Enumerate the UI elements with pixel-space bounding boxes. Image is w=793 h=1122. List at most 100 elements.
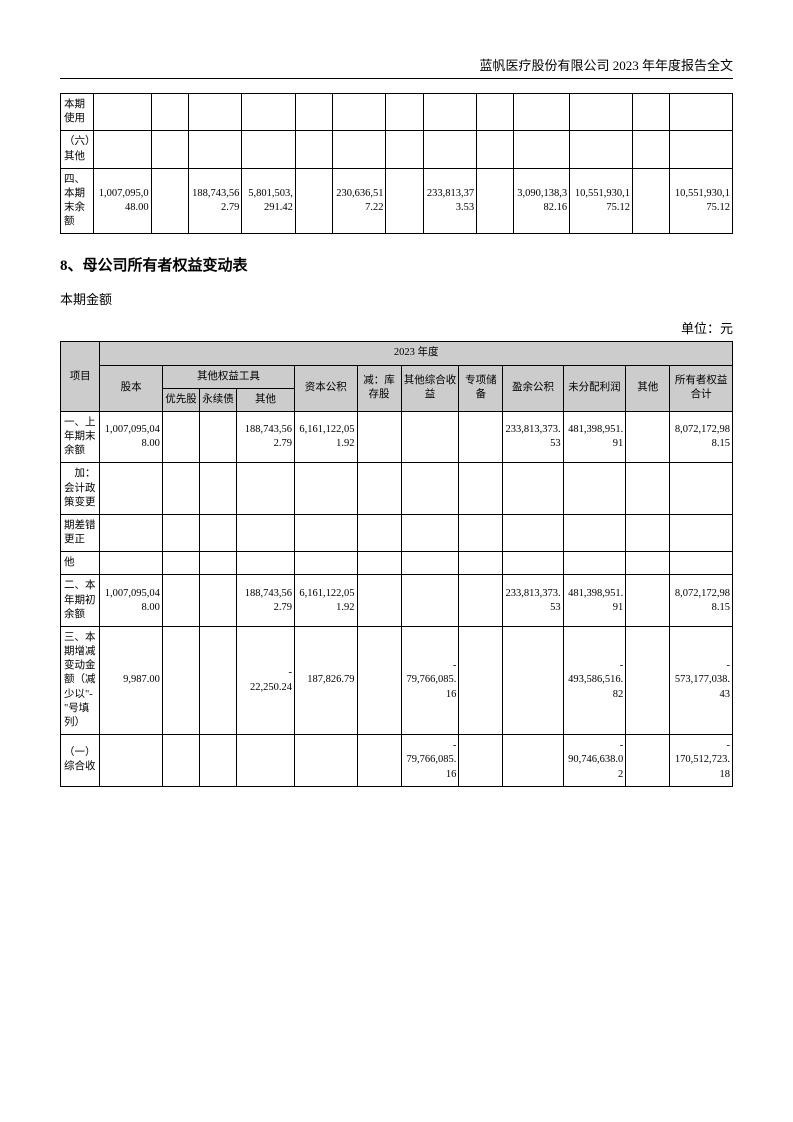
cell: 5,801,503,291.42 (242, 168, 295, 234)
cell: 188,743,562.79 (188, 168, 241, 234)
cell (100, 735, 163, 787)
cell (357, 552, 401, 575)
cell (477, 168, 514, 234)
cell (333, 131, 386, 168)
cell: -493,586,516.82 (563, 626, 626, 734)
row-label: 期差错更正 (61, 514, 100, 551)
cell (626, 514, 670, 551)
cell (295, 168, 332, 234)
cell (626, 552, 670, 575)
cell (357, 735, 401, 787)
row-label: 四、本期末余额 (61, 168, 94, 234)
table-1: 本期使用（六）其他四、本期末余额1,007,095,048.00188,743,… (60, 93, 733, 234)
cell: 6,161,122,051.92 (294, 411, 357, 463)
cell (199, 552, 236, 575)
cell: -90,746,638.02 (563, 735, 626, 787)
cell (237, 514, 295, 551)
table-row: （一）综合收-79,766,085.16-90,746,638.02-170,5… (61, 735, 733, 787)
cell (401, 463, 459, 515)
cell (199, 411, 236, 463)
subtitle: 本期金额 (60, 289, 733, 308)
cell (188, 94, 241, 131)
cell (626, 735, 670, 787)
cell: 188,743,562.79 (237, 575, 295, 627)
cell (503, 463, 563, 515)
cell: 481,398,951.91 (563, 575, 626, 627)
cell (242, 131, 295, 168)
cell (151, 94, 188, 131)
th-pref: 优先股 (162, 388, 199, 411)
cell: -79,766,085.16 (401, 626, 459, 734)
cell (294, 552, 357, 575)
cell (199, 735, 236, 787)
table-row: 四、本期末余额1,007,095,048.00188,743,562.795,8… (61, 168, 733, 234)
table-row: 二、本年期初余额1,007,095,048.00188,743,562.796,… (61, 575, 733, 627)
cell (401, 552, 459, 575)
cell: 187,826.79 (294, 626, 357, 734)
cell (100, 552, 163, 575)
th-other: 其他 (626, 365, 670, 411)
cell: -22,250.24 (237, 626, 295, 734)
cell (162, 575, 199, 627)
table-2: 项目 2023 年度 股本 其他权益工具 资本公积 减：库存股 其他综合收益 专… (60, 341, 733, 786)
cell (626, 411, 670, 463)
cell (563, 463, 626, 515)
cell (401, 411, 459, 463)
cell (626, 575, 670, 627)
cell (477, 131, 514, 168)
cell: 6,161,122,051.92 (294, 575, 357, 627)
cell: 230,636,517.22 (333, 168, 386, 234)
th-equity-tools: 其他权益工具 (162, 365, 294, 388)
cell (386, 94, 423, 131)
table-row: 他 (61, 552, 733, 575)
table-row: 本期使用 (61, 94, 733, 131)
cell (199, 575, 236, 627)
cell (162, 735, 199, 787)
cell: 8,072,172,988.15 (670, 411, 733, 463)
th-special: 专项储备 (459, 365, 503, 411)
table-row: （六）其他 (61, 131, 733, 168)
cell (626, 626, 670, 734)
cell: 1,007,095,048.00 (100, 411, 163, 463)
cell (563, 552, 626, 575)
row-label: 他 (61, 552, 100, 575)
cell (294, 463, 357, 515)
cell (333, 94, 386, 131)
cell: 188,743,562.79 (237, 411, 295, 463)
cell (294, 514, 357, 551)
cell (162, 514, 199, 551)
cell (632, 168, 669, 234)
cell (670, 514, 733, 551)
cell (503, 735, 563, 787)
cell (514, 131, 570, 168)
table-row: 加：会计政策变更 (61, 463, 733, 515)
cell (242, 94, 295, 131)
cell (188, 131, 241, 168)
cell (503, 514, 563, 551)
cell: 233,813,373.53 (503, 575, 563, 627)
th-surplus: 盈余公积 (503, 365, 563, 411)
cell (459, 463, 503, 515)
cell (162, 552, 199, 575)
cell (570, 94, 633, 131)
cell: -573,177,038.43 (670, 626, 733, 734)
cell (237, 552, 295, 575)
page-header: 蓝帆医疗股份有限公司 2023 年年度报告全文 (60, 55, 733, 79)
cell (570, 131, 633, 168)
cell (632, 94, 669, 131)
cell (423, 94, 476, 131)
cell: 481,398,951.91 (563, 411, 626, 463)
th-perp: 永续债 (199, 388, 236, 411)
th-item: 项目 (61, 342, 100, 412)
cell (93, 94, 151, 131)
cell (626, 463, 670, 515)
unit-label: 单位：元 (60, 318, 733, 337)
row-label: 本期使用 (61, 94, 94, 131)
cell (294, 735, 357, 787)
cell (459, 514, 503, 551)
cell (459, 626, 503, 734)
cell (357, 626, 401, 734)
th-undist: 未分配利润 (563, 365, 626, 411)
cell (670, 131, 733, 168)
cell (670, 552, 733, 575)
